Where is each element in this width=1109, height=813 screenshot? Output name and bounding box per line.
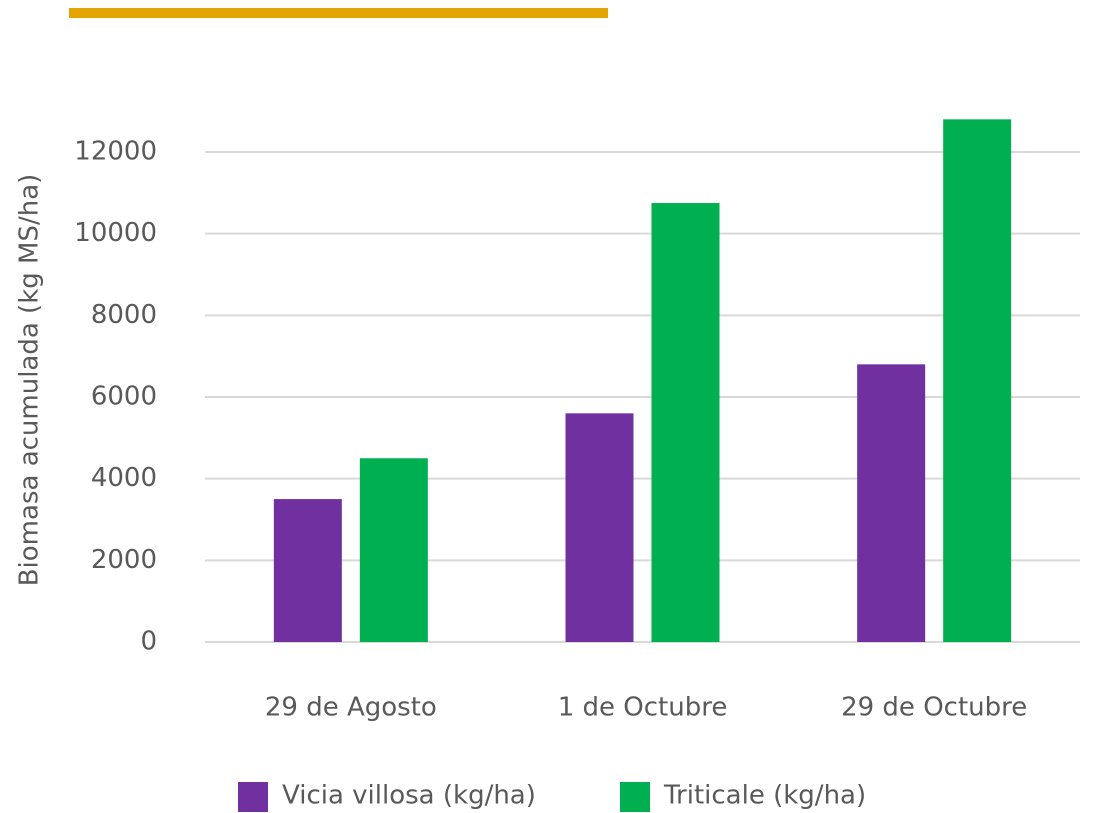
bar	[651, 203, 720, 642]
legend-swatch	[238, 782, 268, 812]
bar	[565, 413, 634, 642]
bar	[943, 119, 1012, 643]
x-tick-label: 1 de Octubre	[558, 693, 728, 723]
y-tick-label: 0	[140, 627, 157, 657]
legend-swatch	[620, 782, 650, 812]
header-accent	[69, 8, 608, 18]
y-axis-label: Biomasa acumulada (kg MS/ha)	[15, 174, 45, 587]
y-tick-label: 2000	[91, 545, 157, 575]
y-tick-label: 6000	[91, 382, 157, 412]
y-tick-label: 4000	[91, 463, 157, 493]
y-tick-label: 8000	[91, 300, 157, 330]
bar	[359, 458, 428, 642]
bar	[273, 499, 342, 642]
y-tick-label: 12000	[74, 137, 157, 167]
legend-label: Vicia villosa (kg/ha)	[282, 781, 536, 811]
y-tick-label: 10000	[74, 218, 157, 248]
x-tick-label: 29 de Agosto	[265, 693, 437, 723]
bar	[857, 364, 926, 642]
legend-label: Triticale (kg/ha)	[663, 781, 866, 811]
x-tick-label: 29 de Octubre	[841, 693, 1027, 723]
